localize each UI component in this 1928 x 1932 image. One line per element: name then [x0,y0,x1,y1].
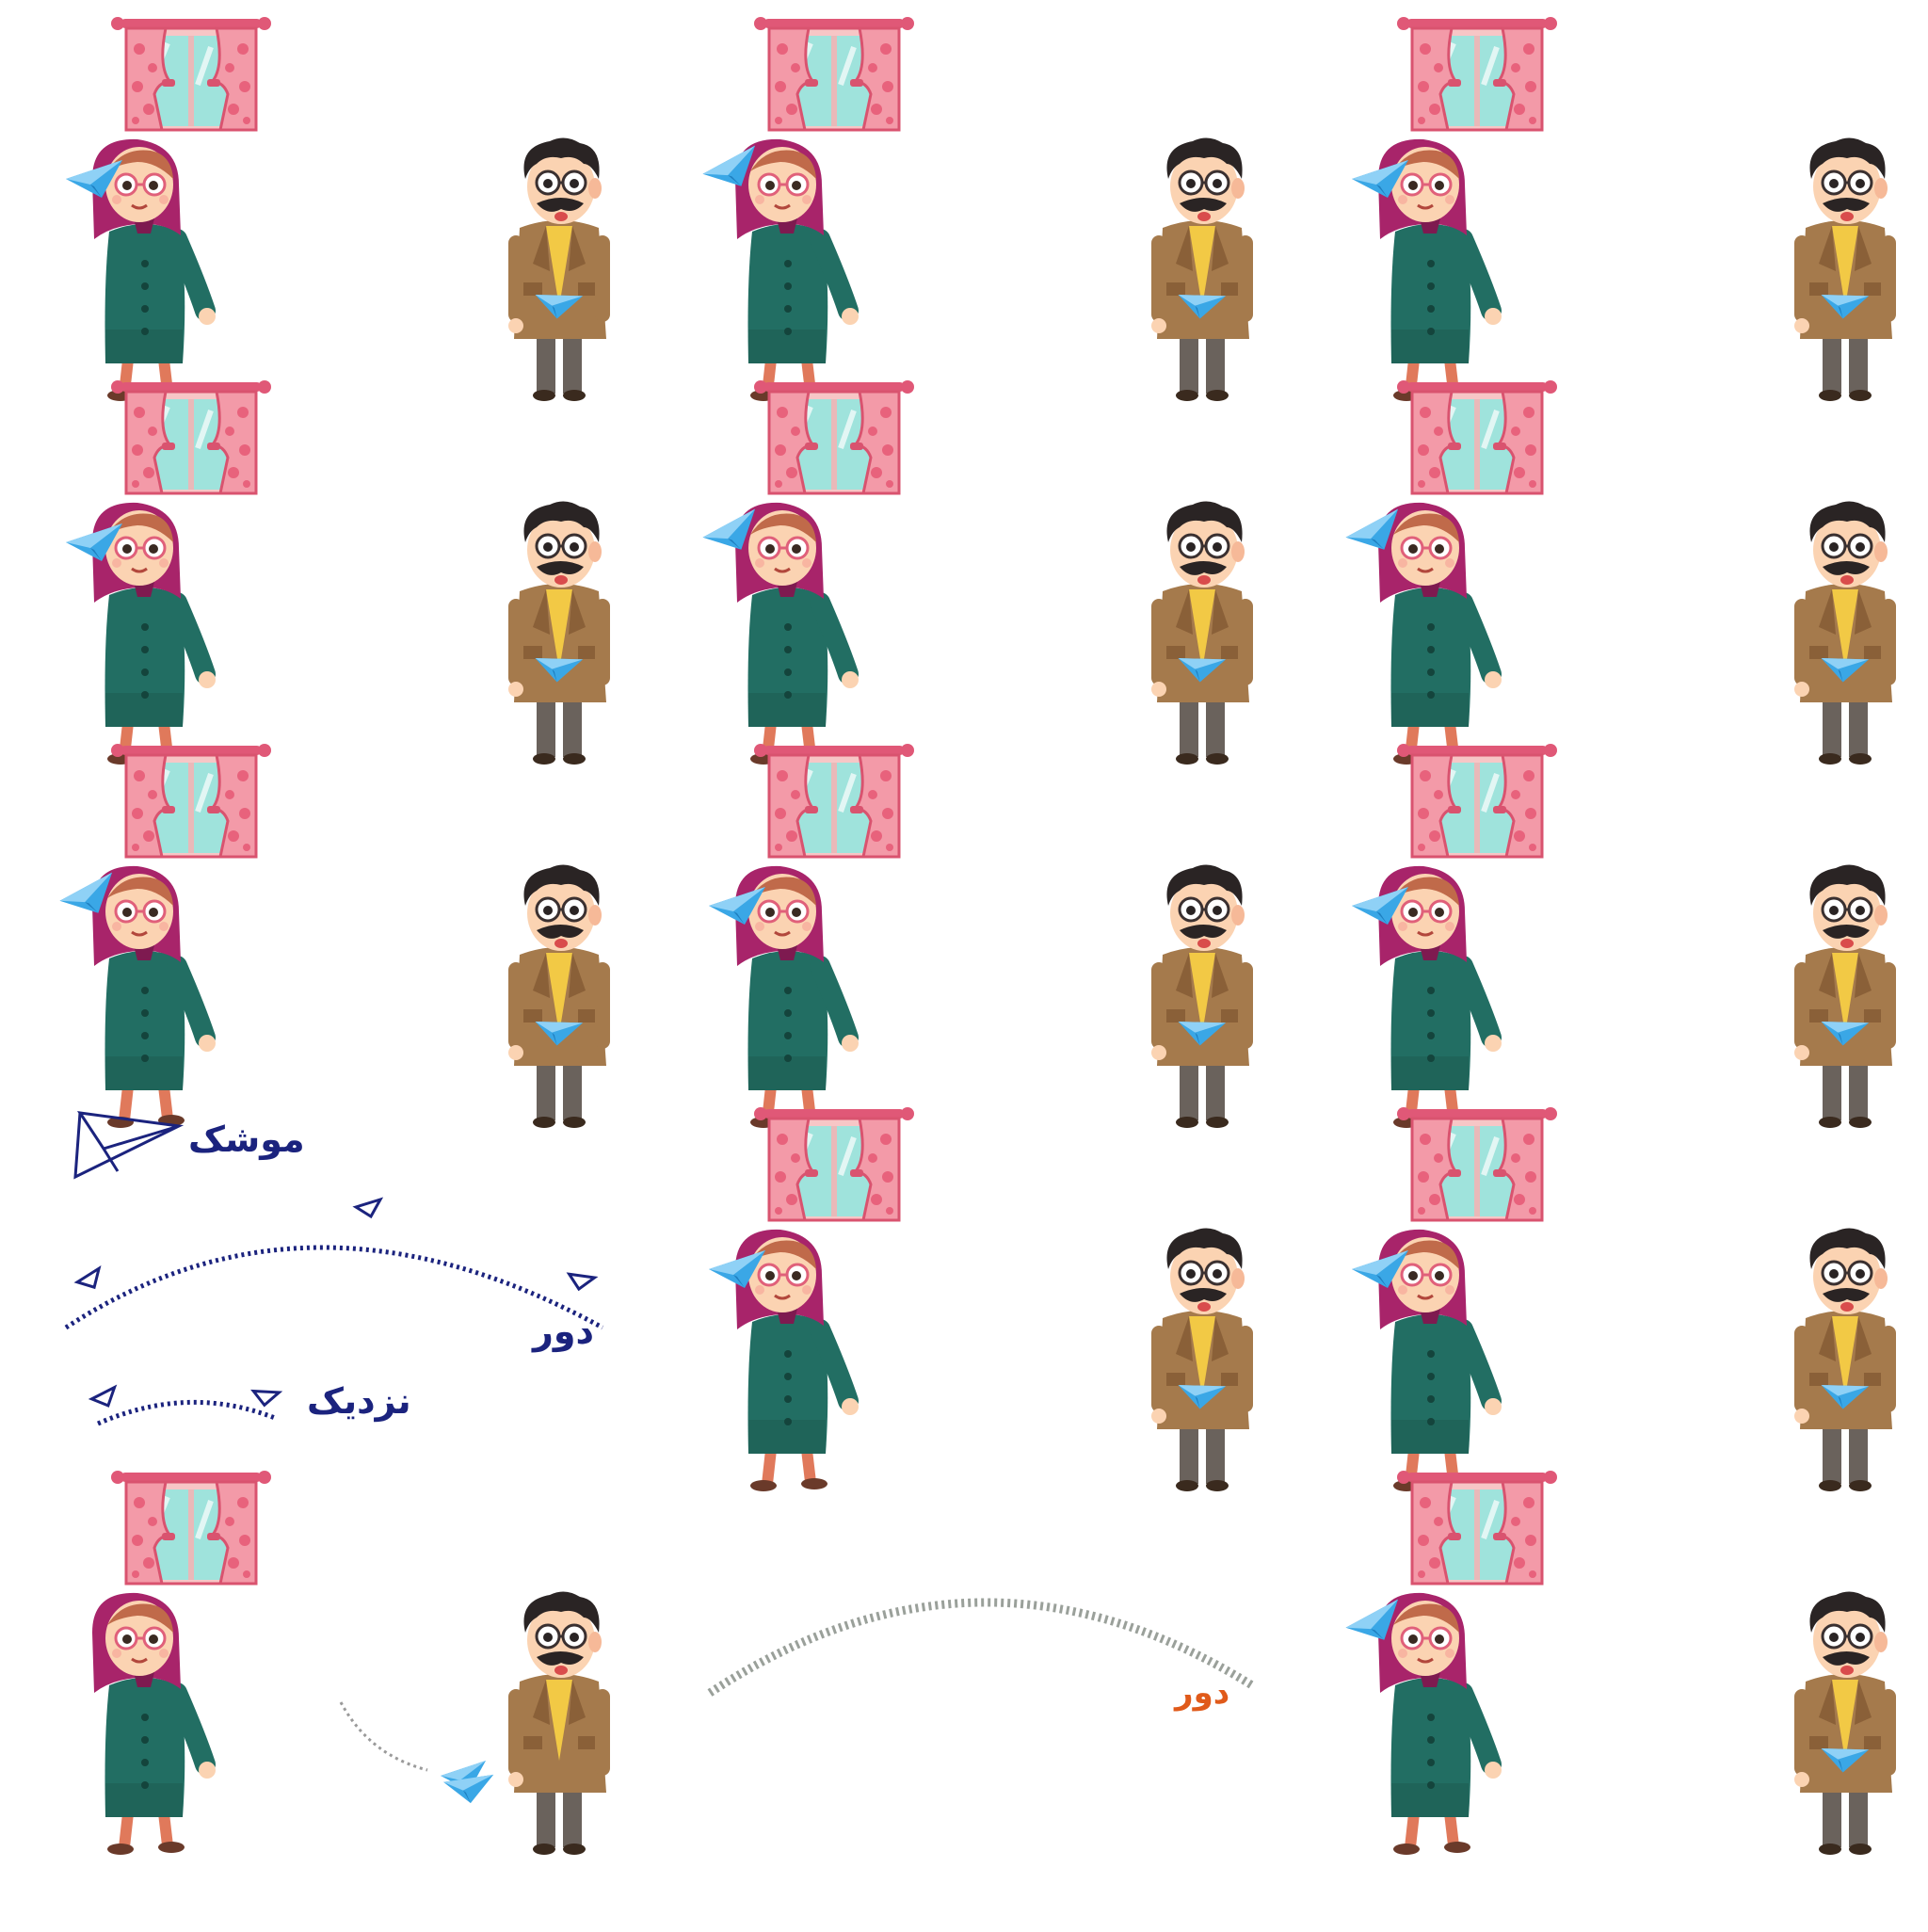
mini-plane-icon [352,1197,384,1219]
frames-layer [56,17,1898,1857]
boy-character [506,499,612,766]
mini-plane-icon [73,1265,102,1290]
window-curtain [1397,1471,1557,1584]
window-curtain [111,380,271,493]
window-curtain [1397,380,1557,493]
frame-set-8 [709,744,1255,1130]
frame-set-13 [1342,1471,1898,1857]
frame-set-11 [1352,1107,1898,1493]
frame-set-5 [699,380,1255,766]
window-curtain [754,17,914,130]
window-curtain [111,1471,271,1584]
legend-near-label: نزدیک [307,1380,411,1422]
boy-character [1792,1589,1898,1857]
boy-character [1149,1226,1255,1493]
frame-set-2 [699,17,1255,403]
legend-layer [64,1111,1255,1807]
boy-character [506,862,612,1130]
boy-character [1149,862,1255,1130]
boy-character [506,1589,612,1857]
missile-outline-icon [73,1111,185,1180]
boy-character [1149,499,1255,766]
window-curtain [1397,1107,1557,1220]
boy-character [506,136,612,403]
frame-set-10 [709,1107,1255,1493]
girl-character [735,139,859,401]
frame-set-4 [66,380,612,766]
boy-character [1792,1226,1898,1493]
mini-plane-icon [88,1384,118,1408]
boy-character [1792,862,1898,1130]
grey-trajectory-arc [707,1598,1255,1697]
window-curtain [111,744,271,857]
window-curtain [754,1107,914,1220]
frame-set-12 [92,1471,612,1857]
frame-set-1 [66,17,612,403]
girl-character [1378,503,1502,765]
girl-character [92,866,216,1128]
girl-character [735,503,859,765]
short-throw-arc [339,1701,428,1772]
frame-set-6 [1342,380,1898,766]
boy-character [1792,136,1898,403]
window-curtain [1397,744,1557,857]
window-curtain [1397,17,1557,130]
frame-set-7 [56,744,612,1130]
far-trajectory-arc [64,1245,604,1330]
mini-plane-icon [566,1272,599,1292]
frame-set-9 [1352,744,1898,1130]
mini-plane-icon [250,1389,283,1408]
window-curtain [754,380,914,493]
frame-set-3 [1352,17,1898,403]
legend-far-label: دور [533,1311,594,1352]
trajectory-far-label: دور [1175,1674,1230,1712]
boy-character [1792,499,1898,766]
girl-character [1378,1593,1502,1855]
legend-missile-label: موشک [188,1119,305,1160]
window-curtain [754,744,914,857]
girl-character [92,1593,216,1855]
window-curtain [111,17,271,130]
near-trajectory-arc [96,1399,276,1426]
boy-character [1149,136,1255,403]
